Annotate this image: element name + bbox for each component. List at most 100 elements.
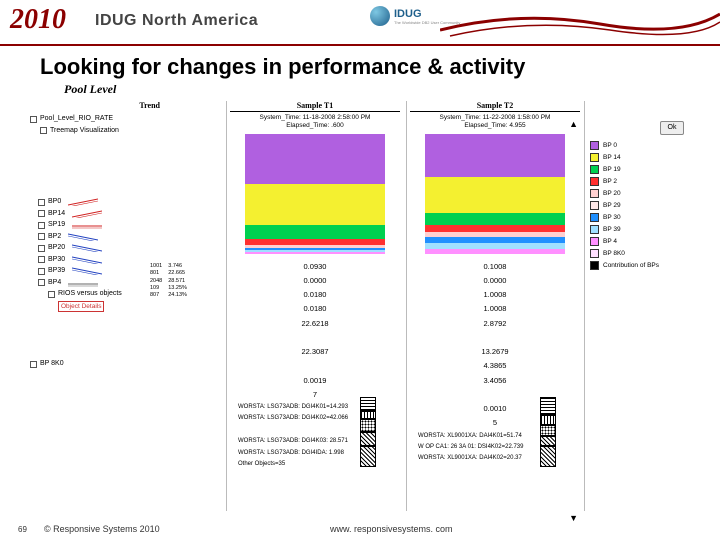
sparkline bbox=[68, 279, 98, 287]
expand-box-icon[interactable] bbox=[38, 222, 45, 229]
footer-url: www. responsivesystems. com bbox=[330, 524, 453, 534]
t1-header: Sample T1 bbox=[230, 101, 400, 112]
tree-label: RIOS versus objects bbox=[58, 289, 122, 300]
legend-label: BP 2 bbox=[603, 178, 617, 185]
legend-swatch bbox=[590, 261, 599, 270]
legend-item: BP 8K0 bbox=[590, 249, 690, 258]
ok-button[interactable]: Ok bbox=[660, 121, 684, 135]
expand-box-icon[interactable] bbox=[30, 361, 37, 368]
legend-label: BP 4 bbox=[603, 238, 617, 245]
tree-item[interactable]: BP0 bbox=[38, 197, 220, 208]
pattern-seg bbox=[540, 446, 556, 467]
legend-item: Contribution of BPs bbox=[590, 261, 690, 270]
stack-seg-BP14 bbox=[425, 177, 565, 213]
pattern-seg bbox=[540, 436, 556, 447]
expand-box-icon[interactable] bbox=[38, 233, 45, 240]
tree-item[interactable]: BP4 bbox=[38, 278, 220, 289]
tree-item[interactable]: SP19 bbox=[38, 220, 220, 231]
expand-box-icon[interactable] bbox=[38, 279, 45, 286]
value-row bbox=[230, 359, 400, 373]
idug-text: IDUG bbox=[394, 8, 460, 20]
t1-pattern-bar bbox=[360, 397, 376, 467]
expand-box-icon[interactable] bbox=[38, 245, 45, 252]
tree-label: Treemap Visualization bbox=[50, 126, 119, 137]
sparkline bbox=[68, 233, 98, 241]
tree-item[interactable]: RIOS versus objects bbox=[48, 289, 220, 300]
object-details-link[interactable]: Object Details bbox=[58, 301, 220, 313]
arrow-down-icon[interactable]: ▼ bbox=[569, 513, 578, 523]
column-trend: Trend Pool_Level_RIO_RATETreemap Visuali… bbox=[30, 101, 220, 371]
sparkline bbox=[72, 221, 102, 229]
arrow-up-icon[interactable]: ▲ bbox=[569, 119, 578, 129]
legend-swatch bbox=[590, 201, 599, 210]
legend-label: Contribution of BPs bbox=[603, 262, 659, 269]
t2-pattern-bar bbox=[540, 397, 556, 467]
legend-label: BP 39 bbox=[603, 226, 621, 233]
value-row: 13.2679 bbox=[410, 345, 580, 359]
pattern-seg bbox=[540, 397, 556, 415]
globe-icon bbox=[370, 6, 390, 26]
legend-swatch bbox=[590, 249, 599, 258]
tree-label: BP39 bbox=[48, 266, 65, 277]
tree-label: BP 8K0 bbox=[40, 359, 64, 370]
slide-subtitle: Pool Level bbox=[64, 82, 720, 97]
pattern-seg bbox=[360, 411, 376, 419]
stack-seg-BP4 bbox=[245, 252, 385, 254]
slide-title: Looking for changes in performance & act… bbox=[40, 54, 720, 80]
legend-label: BP 30 bbox=[603, 214, 621, 221]
pattern-seg bbox=[540, 415, 556, 426]
legend-label: BP 8K0 bbox=[603, 250, 625, 257]
legend-swatch bbox=[590, 237, 599, 246]
value-row: 0.1008 bbox=[410, 260, 580, 274]
tree-item[interactable]: BP 8K0 bbox=[30, 359, 220, 370]
value-row bbox=[230, 331, 400, 345]
small-table-col2: 3.74622.66528.57113.25%24.13% bbox=[168, 263, 187, 299]
tree-item[interactable]: BP2 bbox=[38, 232, 220, 243]
legend-item: BP 19 bbox=[590, 165, 690, 174]
tree-item[interactable]: BP30 bbox=[38, 255, 220, 266]
tree-item[interactable]: BP39 bbox=[38, 266, 220, 277]
value-row: 0.0180 bbox=[230, 302, 400, 316]
t2-meta: System_Time: 11-22-2008 1:58:00 PM Elaps… bbox=[410, 114, 580, 130]
stack-seg-BP2 bbox=[425, 225, 565, 232]
tree-label: BP14 bbox=[48, 209, 65, 220]
legend-label: BP 29 bbox=[603, 202, 621, 209]
value-row: 1.0008 bbox=[410, 288, 580, 302]
t1-values: 0.09300.00000.01800.018022.6218 22.3087 … bbox=[230, 260, 400, 403]
small-table-col1: 10018012048109807 bbox=[150, 263, 162, 299]
expand-box-icon[interactable] bbox=[38, 256, 45, 263]
stack-seg-BP0 bbox=[425, 134, 565, 177]
legend-swatch bbox=[590, 177, 599, 186]
sparkline bbox=[72, 256, 102, 264]
expand-box-icon[interactable] bbox=[30, 116, 37, 123]
tree-item[interactable]: BP14 bbox=[38, 209, 220, 220]
pattern-seg bbox=[540, 425, 556, 436]
legend-label: BP 20 bbox=[603, 190, 621, 197]
expand-box-icon[interactable] bbox=[38, 199, 45, 206]
tree-label: BP30 bbox=[48, 255, 65, 266]
legend-item: BP 2 bbox=[590, 177, 690, 186]
legend-item: BP 14 bbox=[590, 153, 690, 162]
tree-item[interactable]: Treemap Visualization bbox=[40, 126, 220, 137]
expand-box-icon[interactable] bbox=[38, 210, 45, 217]
legend-item: BP 30 bbox=[590, 213, 690, 222]
tree-label: BP2 bbox=[48, 232, 61, 243]
tree-item[interactable]: BP20 bbox=[38, 243, 220, 254]
value-row: 22.3087 bbox=[230, 345, 400, 359]
expand-box-icon[interactable] bbox=[48, 291, 55, 298]
legend-label: BP 19 bbox=[603, 166, 621, 173]
tree-label: BP20 bbox=[48, 243, 65, 254]
tree-view: Pool_Level_RIO_RATETreemap Visualization… bbox=[30, 114, 220, 370]
pattern-seg bbox=[360, 446, 376, 467]
expand-box-icon[interactable] bbox=[40, 127, 47, 134]
tree-item[interactable]: Pool_Level_RIO_RATE bbox=[30, 114, 220, 125]
legend-swatch bbox=[590, 213, 599, 222]
legend-item: BP 29 bbox=[590, 201, 690, 210]
legend-swatch bbox=[590, 189, 599, 198]
expand-box-icon[interactable] bbox=[38, 268, 45, 275]
legend-item: BP 0 bbox=[590, 141, 690, 150]
value-row: 0.0180 bbox=[230, 288, 400, 302]
pattern-seg bbox=[360, 432, 376, 446]
legend-swatch bbox=[590, 165, 599, 174]
content-area: Trend Pool_Level_RIO_RATETreemap Visuali… bbox=[30, 101, 690, 521]
